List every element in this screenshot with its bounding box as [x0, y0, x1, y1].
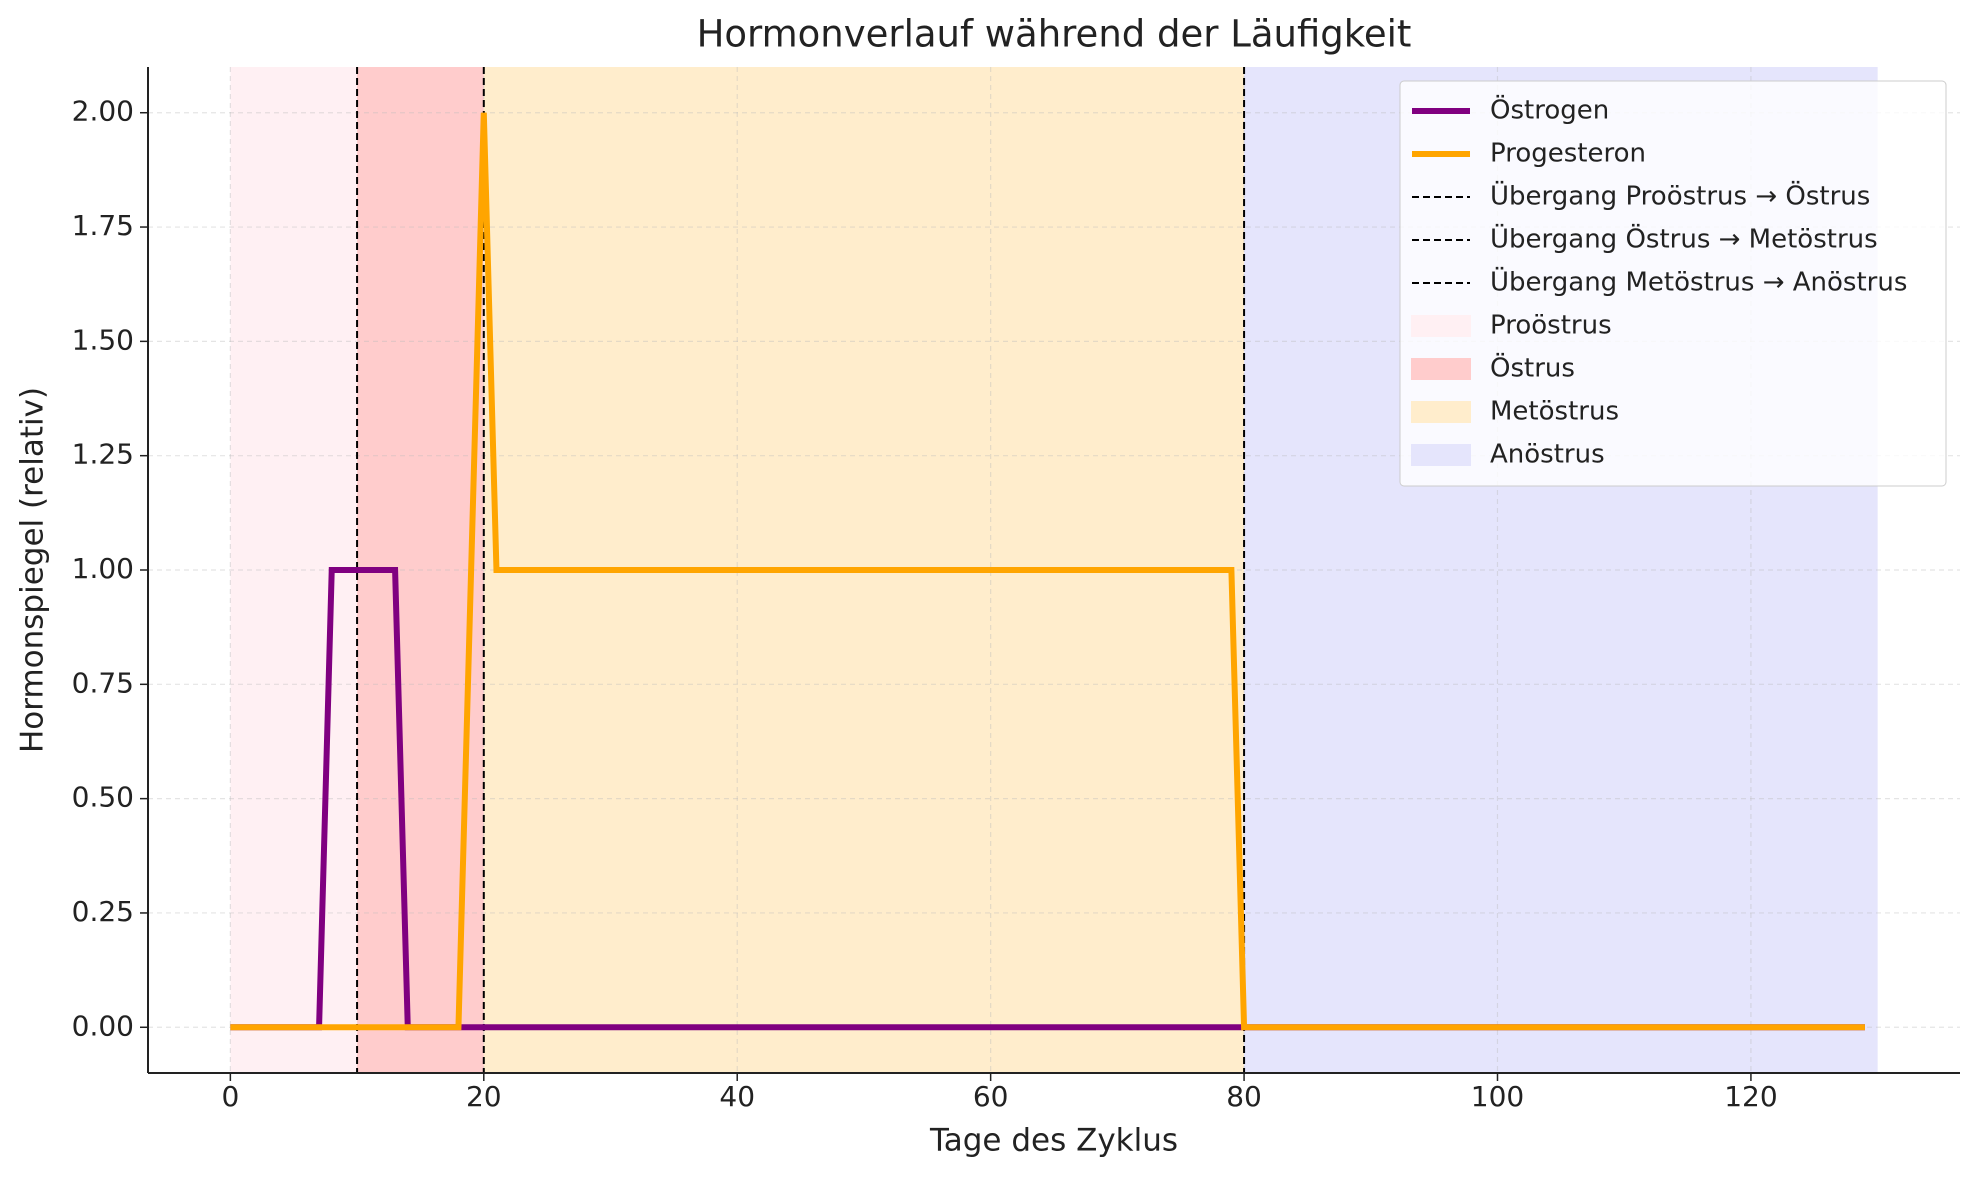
series-line [230, 112, 1865, 1031]
x-tick-label: 0 [221, 1080, 239, 1113]
legend-label: Übergang Metöstrus → Anöstrus [1490, 266, 1907, 298]
chart-title: Hormonverlauf während der Läufigkeit [697, 13, 1412, 56]
y-tick-label: 0.25 [72, 895, 134, 928]
x-tick-label: 120 [1724, 1080, 1777, 1113]
legend-swatch [1411, 444, 1471, 466]
legend-swatch [1411, 358, 1471, 380]
y-tick-label: 1.00 [72, 552, 134, 585]
legend-label: Metöstrus [1490, 397, 1619, 427]
legend-label: Anöstrus [1490, 440, 1605, 470]
x-axis-label: Tage des Zyklus [929, 1123, 1178, 1159]
legend-label: Übergang Östrus → Metöstrus [1490, 223, 1878, 255]
y-tick-label: 0.75 [72, 666, 134, 699]
x-tick-label: 100 [1471, 1080, 1524, 1113]
legend-label: Progesteron [1490, 139, 1646, 169]
x-tick-label: 40 [719, 1080, 755, 1113]
x-tick-label: 80 [1226, 1080, 1262, 1113]
y-tick-label: 1.50 [72, 323, 134, 356]
legend-label: Proöstrus [1490, 311, 1612, 341]
legend-label: Östrogen [1490, 94, 1609, 126]
y-tick-label: 2.00 [72, 95, 134, 128]
y-tick-label: 1.25 [72, 438, 134, 471]
legend-swatch [1411, 315, 1471, 337]
y-tick-label: 1.75 [72, 209, 134, 242]
y-axis-label: Hormonspiegel (relativ) [15, 387, 51, 753]
x-tick-label: 20 [466, 1080, 502, 1113]
y-tick-label: 0.50 [72, 781, 134, 814]
legend: Östrogen Progesteron Übergang Proöstrus → … [1399, 80, 1947, 487]
legend-label: Östrus [1490, 352, 1575, 384]
legend-label: Übergang Proöstrus → Östrus [1490, 180, 1870, 212]
legend-box [1399, 80, 1947, 487]
y-tick-label: 0.00 [72, 1009, 134, 1042]
x-tick-label: 60 [973, 1080, 1009, 1113]
legend-swatch [1411, 401, 1471, 423]
